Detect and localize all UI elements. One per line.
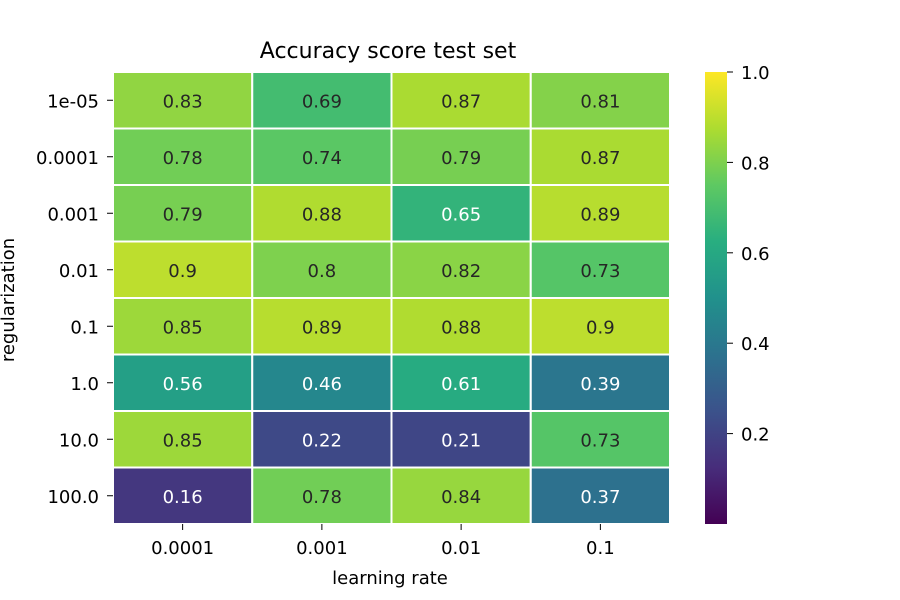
- heatmap-cell-label: 0.8: [308, 261, 337, 282]
- colorbar: 0.2 0.4 0.6 0.8 1.0: [705, 63, 770, 524]
- heatmap-cell-label: 0.87: [580, 148, 620, 169]
- heatmap-cell-label: 0.79: [163, 204, 203, 225]
- colorbar-tick-label: 0.4: [741, 334, 770, 355]
- heatmap-cell-label: 0.78: [302, 487, 342, 508]
- heatmap-cell: [529, 240, 671, 299]
- x-tick-label: 0.1: [586, 538, 615, 559]
- heatmap-cell: [112, 466, 254, 525]
- colorbar-tick-label: 1.0: [741, 63, 770, 84]
- heatmap-cell: [251, 353, 393, 412]
- heatmap-cell-label: 0.87: [441, 91, 481, 112]
- heatmap-cell: [529, 71, 671, 130]
- heatmap-cell-label: 0.78: [163, 148, 203, 169]
- y-tick-label: 1e-05: [47, 91, 99, 112]
- heatmap-cell-label: 0.56: [163, 374, 203, 395]
- heatmap-cell-label: 0.81: [580, 91, 620, 112]
- heatmap-cell: [251, 240, 393, 299]
- y-axis-label: regularization: [0, 238, 19, 362]
- heatmap-cell-label: 0.88: [441, 317, 481, 338]
- colorbar-tick-label: 0.6: [741, 244, 770, 265]
- y-tick-label: 1.0: [70, 374, 99, 395]
- heatmap-cell-label: 0.74: [302, 148, 342, 169]
- heatmap-cell-label: 0.21: [441, 430, 481, 451]
- heatmap-cell-label: 0.83: [163, 91, 203, 112]
- heatmap-cell-label: 0.22: [302, 430, 342, 451]
- heatmap-cell-label: 0.37: [580, 487, 620, 508]
- heatmap-cell-labels: 0.83 0.69 0.87 0.81 0.78 0.74 0.79 0.87 0.79 0.88…: [163, 91, 621, 508]
- heatmap-cell: [390, 410, 532, 469]
- heatmap-cell-label: 0.46: [302, 374, 342, 395]
- heatmap-cell: [390, 353, 532, 412]
- heatmap-cell-label: 0.9: [168, 261, 197, 282]
- heatmap-cell-label: 0.89: [302, 317, 342, 338]
- heatmap-cell-label: 0.65: [441, 204, 481, 225]
- heatmap-cell-label: 0.39: [580, 374, 620, 395]
- heatmap-cell-label: 0.69: [302, 91, 342, 112]
- colorbar-tick-label: 0.8: [741, 153, 770, 174]
- heatmap-cell-label: 0.84: [441, 487, 481, 508]
- y-tick-label: 0.0001: [36, 148, 99, 169]
- y-tick-label: 0.1: [70, 317, 99, 338]
- heatmap-cell: [529, 353, 671, 412]
- heatmap-cell-label: 0.73: [580, 430, 620, 451]
- y-tick-label: 0.01: [59, 261, 99, 282]
- heatmap-cell: [251, 184, 393, 243]
- heatmap-cell: [251, 127, 393, 186]
- heatmap-cell-label: 0.82: [441, 261, 481, 282]
- heatmap-cell-label: 0.61: [441, 374, 481, 395]
- heatmap-cell: [529, 297, 671, 356]
- heatmap-cell: [529, 410, 671, 469]
- heatmap-cell-label: 0.85: [163, 430, 203, 451]
- heatmap-cell: [251, 297, 393, 356]
- heatmap-cell-label: 0.9: [586, 317, 615, 338]
- heatmap-cell-label: 0.16: [163, 487, 203, 508]
- heatmap-cell: [390, 466, 532, 525]
- colorbar-ticks: 0.2 0.4 0.6 0.8 1.0: [727, 63, 770, 446]
- heatmap-cell: [390, 297, 532, 356]
- x-axis-label: learning rate: [332, 568, 448, 589]
- colorbar-tick-label: 0.2: [741, 425, 770, 446]
- heatmap-cell-label: 0.79: [441, 148, 481, 169]
- colorbar-gradient: [705, 72, 727, 524]
- heatmap-cell-label: 0.88: [302, 204, 342, 225]
- x-tick-label: 0.001: [296, 538, 348, 559]
- y-axis-ticks: 1e-05 0.0001 0.001 0.01 0.1 1.0 10.0 100.0: [36, 91, 113, 508]
- heatmap-cells: [112, 71, 671, 525]
- y-tick-label: 0.001: [47, 204, 99, 225]
- y-tick-label: 10.0: [59, 430, 99, 451]
- heatmap-cell-label: 0.73: [580, 261, 620, 282]
- heatmap-cell-label: 0.85: [163, 317, 203, 338]
- chart-title: Accuracy score test set: [260, 39, 517, 64]
- x-tick-label: 0.01: [441, 538, 481, 559]
- heatmap-cell: [112, 353, 254, 412]
- y-tick-label: 100.0: [47, 487, 99, 508]
- heatmap-cell: [529, 127, 671, 186]
- heatmap-cell: [529, 184, 671, 243]
- heatmap-cell-label: 0.89: [580, 204, 620, 225]
- x-axis-ticks: 0.0001 0.001 0.01 0.1: [151, 524, 615, 559]
- x-tick-label: 0.0001: [151, 538, 214, 559]
- heatmap-cell: [251, 71, 393, 130]
